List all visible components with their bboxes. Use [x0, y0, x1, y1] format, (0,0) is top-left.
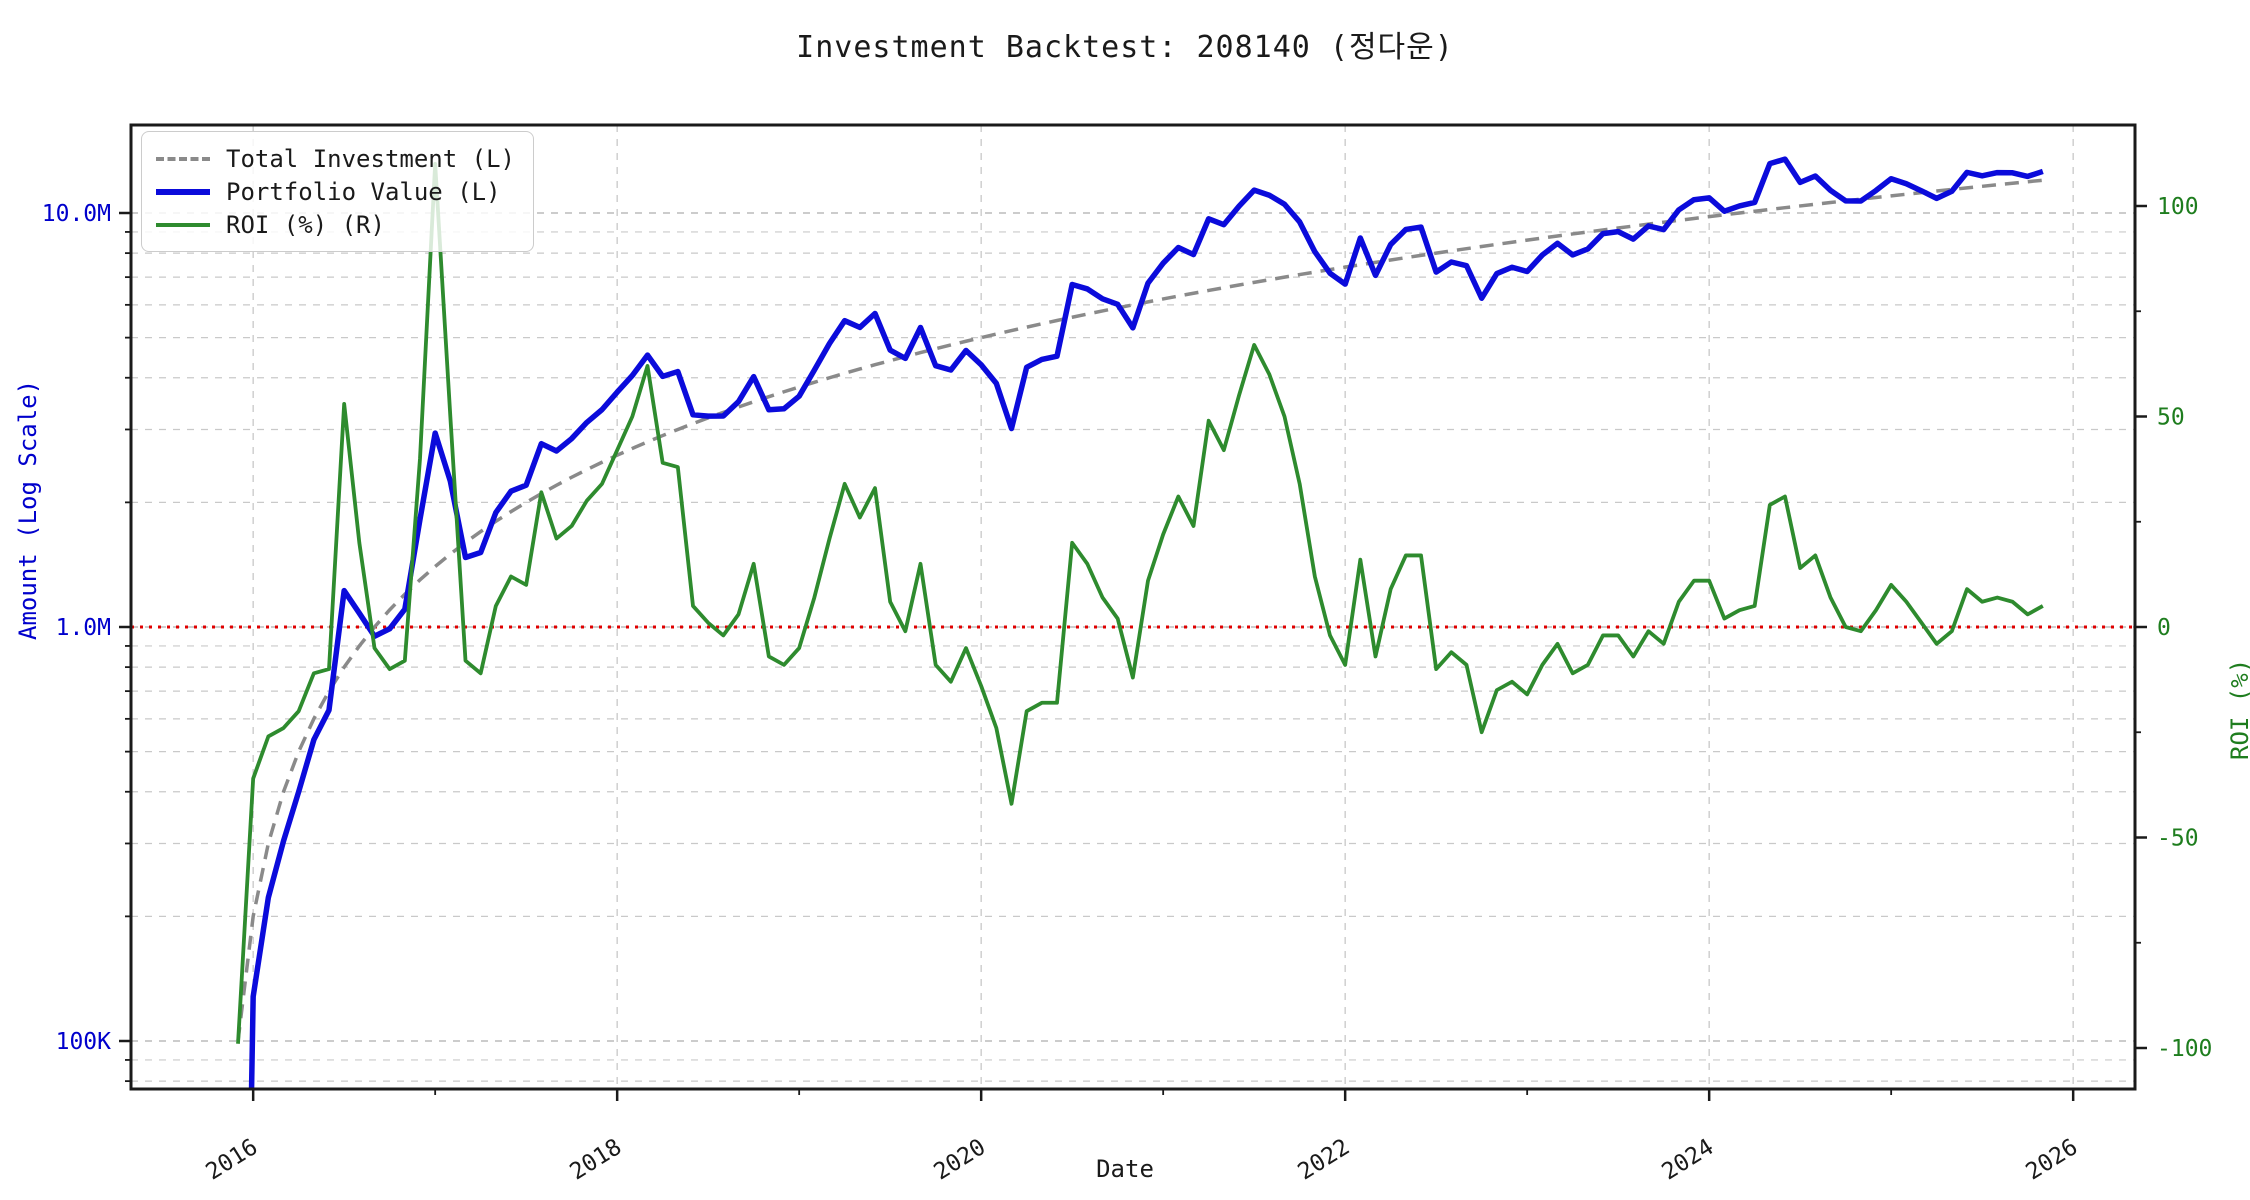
right-tick-label: 50: [2157, 405, 2185, 431]
legend-label: ROI (%) (R): [226, 210, 385, 239]
plot-border: [129, 123, 2137, 1091]
right-tick-label: 100: [2157, 194, 2199, 220]
left-tick-label: 10.0M: [42, 201, 111, 227]
left-axis-title: Amount (Log Scale): [14, 379, 42, 640]
legend-label: Total Investment (L): [226, 144, 515, 173]
solid-line-icon: [156, 188, 210, 195]
legend-item-total-investment: Total Investment (L): [156, 142, 515, 175]
left-tick-label: 100K: [56, 1029, 112, 1055]
legend-label: Portfolio Value (L): [226, 177, 501, 206]
roi-line: [236, 161, 2044, 1044]
portfolio-value-line: [248, 156, 2044, 1089]
dashed-line-icon: [156, 156, 210, 161]
left-tick-label: 1.0M: [56, 615, 111, 641]
legend: Total Investment (L) Portfolio Value (L)…: [141, 131, 534, 252]
legend-item-roi: ROI (%) (R): [156, 208, 515, 241]
right-tick-label: -50: [2157, 826, 2199, 852]
right-tick-label: 0: [2157, 615, 2171, 641]
x-axis-title: Date: [1096, 1155, 1154, 1183]
right-tick-label: -100: [2157, 1036, 2212, 1062]
solid-line-icon: [156, 222, 210, 227]
chart-title: Investment Backtest: 208140 (정다운): [796, 30, 1454, 65]
legend-item-portfolio-value: Portfolio Value (L): [156, 175, 515, 208]
right-axis-title: ROI (%): [2226, 658, 2250, 760]
